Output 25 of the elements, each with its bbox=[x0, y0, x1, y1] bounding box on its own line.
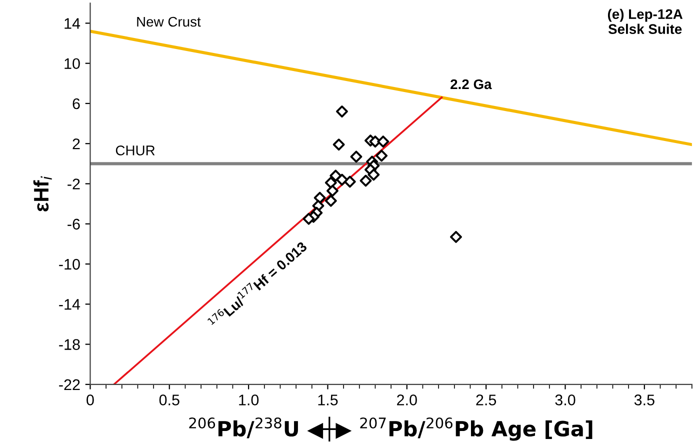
y-tick-label: 14 bbox=[64, 18, 80, 29]
annotation: New Crust bbox=[137, 16, 201, 27]
annotation: $^{176}$Lu/$^{177}$Hf = 0.013 bbox=[207, 239, 308, 330]
x-tick-label: 3.5 bbox=[634, 394, 654, 406]
y-axis-title: εHf$_{i}$ bbox=[33, 176, 52, 212]
x-tick-label: 0.5 bbox=[159, 394, 180, 406]
y-tick-label: 10 bbox=[64, 58, 80, 70]
text: (e) Lep-12A Selsk Suite bbox=[608, 8, 683, 34]
y-tick-label: -2 bbox=[68, 178, 80, 190]
ref-line-label: CHUR bbox=[116, 146, 155, 156]
x-axis-title: $^{206}$Pb/$^{238}$U ◀┼▶ $^{207}$Pb/$^{206}$Pb Age [Ga] bbox=[189, 416, 592, 442]
x-tick-label: 3.0 bbox=[555, 394, 576, 406]
x-tick-label: 1.0 bbox=[239, 394, 259, 406]
y-tick-label: -18 bbox=[59, 339, 80, 350]
x-tick-label: 0 bbox=[86, 394, 94, 406]
annotation: 2.2 Ga bbox=[450, 79, 492, 90]
y-tick-label: -22 bbox=[59, 379, 80, 390]
y-tick-label: -14 bbox=[59, 299, 80, 310]
y-tick-label: 6 bbox=[72, 98, 80, 110]
x-tick-label: 2.5 bbox=[476, 394, 496, 406]
x-tick-label: 2.0 bbox=[397, 394, 417, 406]
y-tick-label: -6 bbox=[68, 218, 80, 230]
y-tick-label: -10 bbox=[59, 258, 80, 270]
y-tick-label: 2 bbox=[72, 138, 80, 150]
x-tick-label: 1.5 bbox=[318, 394, 338, 406]
